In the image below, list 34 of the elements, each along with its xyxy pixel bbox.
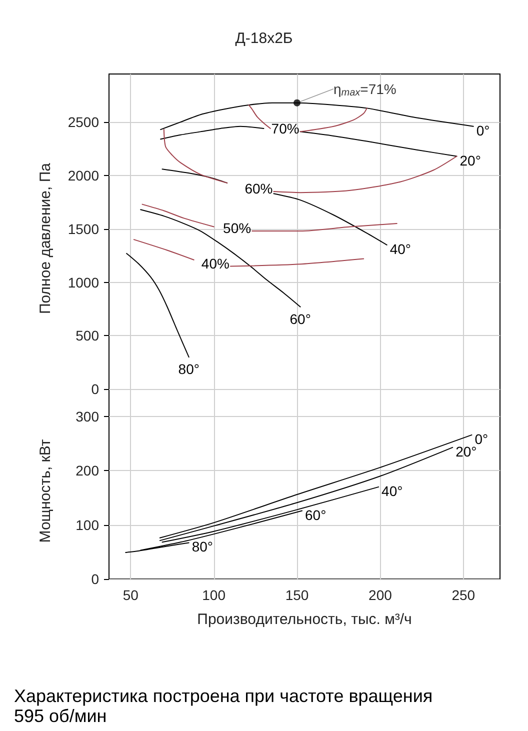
series-label: 20° xyxy=(460,152,481,168)
series-label: 20° xyxy=(456,443,477,460)
chart-title: Д-18х2Б xyxy=(235,30,293,47)
y-tick-label: 2000 xyxy=(68,167,100,184)
y-tick-label: 0 xyxy=(91,381,100,398)
y-tick-label: 500 xyxy=(76,328,100,344)
annotation: 60% xyxy=(244,180,273,196)
y-tick-label: 300 xyxy=(76,408,100,425)
y-axis-title: Мощность, кВт xyxy=(37,439,54,543)
series-label: 80° xyxy=(192,538,214,555)
y-axis-title: Полное давление, Па xyxy=(37,162,54,314)
x-tick-label: 200 xyxy=(368,587,392,603)
series-label: 60° xyxy=(305,506,326,523)
series-label: 0° xyxy=(476,122,490,138)
annotation: 40% xyxy=(201,255,230,272)
y-tick-label: 1000 xyxy=(68,274,100,290)
y-tick-label: 100 xyxy=(76,516,100,533)
text: Характеристика построена при частоте вращения 595 об/мин xyxy=(14,686,434,726)
series-label: 40° xyxy=(390,240,412,257)
y-tick-label: 200 xyxy=(76,462,100,479)
series-label: 40° xyxy=(382,482,403,499)
x-tick-label: 100 xyxy=(202,587,226,603)
x-tick-label: 250 xyxy=(452,587,476,603)
series-label: 60° xyxy=(290,310,311,327)
annotation: 50% xyxy=(223,220,252,236)
y-tick-label: 0 xyxy=(91,571,100,587)
x-axis-title: Производительность, тыс. м³/ч xyxy=(197,611,412,628)
x-tick-label: 150 xyxy=(285,587,309,603)
series-label: 0° xyxy=(474,430,488,447)
series-label: 80° xyxy=(178,361,200,378)
y-tick-label: 2500 xyxy=(68,114,100,130)
annotation: 70% xyxy=(271,120,300,137)
y-tick-label: 1500 xyxy=(68,220,100,237)
x-tick-label: 50 xyxy=(122,587,139,603)
